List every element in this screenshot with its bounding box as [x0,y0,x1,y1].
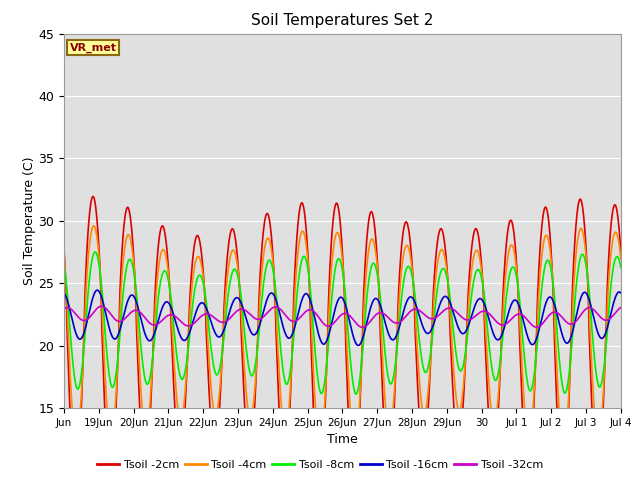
Tsoil -2cm [609,205,617,211]
Tsoil -32cm [116,319,124,324]
Tsoil -8cm [617,264,625,270]
Tsoil -16cm [609,301,617,307]
Tsoil -32cm [376,310,384,315]
Tsoil -16cm [511,297,518,303]
Line: Tsoil -32cm: Tsoil -32cm [64,306,621,327]
Tsoil -4cm [542,232,550,238]
Tsoil -8cm [511,266,518,272]
Tsoil -2cm [60,246,68,252]
Tsoil -2cm [236,294,244,300]
Tsoil -2cm [376,319,384,325]
Tsoil -4cm [617,256,625,262]
Tsoil -4cm [511,250,518,256]
Tsoil -4cm [316,443,324,449]
Line: Tsoil -2cm: Tsoil -2cm [64,196,621,480]
Tsoil -2cm [510,232,518,238]
Tsoil -4cm [376,305,384,311]
Tsoil -32cm [609,312,617,318]
Tsoil -32cm [98,303,106,309]
Tsoil -8cm [116,333,124,339]
Tsoil -32cm [511,313,518,319]
Line: Tsoil -16cm: Tsoil -16cm [64,290,621,346]
Tsoil -4cm [60,253,68,259]
Tsoil -8cm [236,285,244,291]
X-axis label: Time: Time [327,433,358,446]
Tsoil -16cm [236,298,244,303]
Tsoil -32cm [542,316,550,322]
Tsoil -8cm [92,249,99,255]
Tsoil -8cm [542,260,550,266]
Tsoil -2cm [542,204,550,210]
Tsoil -8cm [352,391,360,397]
Tsoil -16cm [355,343,362,348]
Tsoil -32cm [617,305,625,311]
Tsoil -32cm [236,306,244,312]
Tsoil -16cm [542,300,550,306]
Tsoil -2cm [116,292,124,298]
Tsoil -16cm [60,290,68,296]
Tsoil -8cm [376,294,384,300]
Tsoil -16cm [376,302,384,308]
Legend: Tsoil -2cm, Tsoil -4cm, Tsoil -8cm, Tsoil -16cm, Tsoil -32cm: Tsoil -2cm, Tsoil -4cm, Tsoil -8cm, Tsoi… [93,456,547,474]
Tsoil -4cm [90,223,97,228]
Line: Tsoil -4cm: Tsoil -4cm [64,226,621,446]
Y-axis label: Soil Temperature (C): Soil Temperature (C) [22,156,36,285]
Tsoil -2cm [89,193,97,199]
Tsoil -8cm [609,264,617,270]
Tsoil -16cm [116,327,124,333]
Tsoil -32cm [358,324,366,330]
Tsoil -2cm [617,249,625,255]
Tsoil -4cm [116,316,124,322]
Text: VR_met: VR_met [70,42,116,53]
Tsoil -16cm [93,288,101,293]
Line: Tsoil -8cm: Tsoil -8cm [64,252,621,394]
Tsoil -8cm [60,263,68,269]
Tsoil -16cm [617,290,625,296]
Tsoil -4cm [609,235,617,240]
Tsoil -32cm [60,306,68,312]
Title: Soil Temperatures Set 2: Soil Temperatures Set 2 [252,13,433,28]
Tsoil -4cm [236,288,244,293]
